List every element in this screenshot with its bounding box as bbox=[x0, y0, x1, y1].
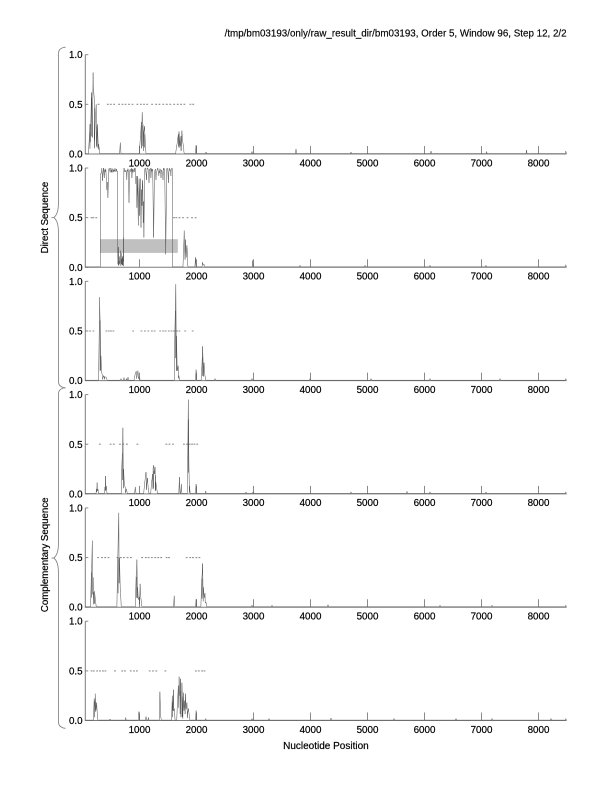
svg-text:1.0: 1.0 bbox=[69, 50, 83, 61]
svg-text:1000: 1000 bbox=[129, 725, 151, 736]
svg-text:4000: 4000 bbox=[300, 158, 322, 169]
svg-text:3000: 3000 bbox=[243, 612, 265, 623]
svg-text:4000: 4000 bbox=[300, 385, 322, 396]
svg-text:4000: 4000 bbox=[300, 725, 322, 736]
svg-text:3000: 3000 bbox=[243, 272, 265, 283]
svg-text:1.0: 1.0 bbox=[69, 390, 83, 401]
svg-text:1.0: 1.0 bbox=[69, 277, 83, 288]
svg-text:8000: 8000 bbox=[528, 612, 550, 623]
svg-text:1000: 1000 bbox=[129, 385, 151, 396]
svg-text:2000: 2000 bbox=[186, 725, 208, 736]
svg-text:3000: 3000 bbox=[243, 385, 265, 396]
svg-text:5000: 5000 bbox=[357, 498, 379, 509]
svg-text:1.0: 1.0 bbox=[69, 617, 83, 628]
svg-text:Nucleotide Position: Nucleotide Position bbox=[283, 741, 369, 752]
svg-text:0.5: 0.5 bbox=[69, 100, 83, 111]
svg-text:6000: 6000 bbox=[414, 612, 436, 623]
svg-text:0.0: 0.0 bbox=[69, 603, 83, 614]
svg-text:5000: 5000 bbox=[357, 272, 379, 283]
svg-text:1000: 1000 bbox=[129, 498, 151, 509]
svg-text:5000: 5000 bbox=[357, 612, 379, 623]
svg-text:1.0: 1.0 bbox=[69, 164, 83, 175]
svg-text:1000: 1000 bbox=[129, 272, 151, 283]
svg-text:0.0: 0.0 bbox=[69, 150, 83, 161]
svg-text:3000: 3000 bbox=[243, 498, 265, 509]
svg-text:8000: 8000 bbox=[528, 725, 550, 736]
svg-text:Direct Sequence: Direct Sequence bbox=[40, 182, 51, 254]
svg-text:2000: 2000 bbox=[186, 498, 208, 509]
svg-text:7000: 7000 bbox=[471, 385, 493, 396]
svg-text:0.5: 0.5 bbox=[69, 213, 83, 224]
svg-text:0.5: 0.5 bbox=[69, 440, 83, 451]
svg-text:0.0: 0.0 bbox=[69, 716, 83, 727]
svg-text:7000: 7000 bbox=[471, 158, 493, 169]
svg-text:6000: 6000 bbox=[414, 385, 436, 396]
svg-text:0.5: 0.5 bbox=[69, 327, 83, 338]
svg-text:0.5: 0.5 bbox=[69, 666, 83, 677]
svg-text:4000: 4000 bbox=[300, 272, 322, 283]
svg-text:8000: 8000 bbox=[528, 498, 550, 509]
svg-text:2000: 2000 bbox=[186, 612, 208, 623]
svg-text:8000: 8000 bbox=[528, 158, 550, 169]
svg-text:8000: 8000 bbox=[528, 385, 550, 396]
svg-text:0.0: 0.0 bbox=[69, 489, 83, 500]
svg-text:6000: 6000 bbox=[414, 158, 436, 169]
svg-text:7000: 7000 bbox=[471, 498, 493, 509]
svg-text:7000: 7000 bbox=[471, 272, 493, 283]
svg-text:Complementary Sequence: Complementary Sequence bbox=[40, 497, 51, 612]
svg-text:4000: 4000 bbox=[300, 612, 322, 623]
svg-text:2000: 2000 bbox=[186, 272, 208, 283]
svg-text:/tmp/bm03193/only/raw_result_d: /tmp/bm03193/only/raw_result_dir/bm03193… bbox=[225, 28, 567, 39]
svg-text:2000: 2000 bbox=[186, 158, 208, 169]
svg-text:6000: 6000 bbox=[414, 498, 436, 509]
svg-text:3000: 3000 bbox=[243, 158, 265, 169]
svg-text:5000: 5000 bbox=[357, 385, 379, 396]
svg-text:4000: 4000 bbox=[300, 498, 322, 509]
svg-text:6000: 6000 bbox=[414, 725, 436, 736]
svg-text:8000: 8000 bbox=[528, 272, 550, 283]
svg-text:0.5: 0.5 bbox=[69, 553, 83, 564]
svg-text:0.0: 0.0 bbox=[69, 376, 83, 387]
svg-text:7000: 7000 bbox=[471, 725, 493, 736]
svg-text:2000: 2000 bbox=[186, 385, 208, 396]
svg-text:7000: 7000 bbox=[471, 612, 493, 623]
svg-text:1000: 1000 bbox=[129, 612, 151, 623]
svg-text:0.0: 0.0 bbox=[69, 263, 83, 274]
svg-text:3000: 3000 bbox=[243, 725, 265, 736]
svg-text:1000: 1000 bbox=[129, 158, 151, 169]
svg-text:6000: 6000 bbox=[414, 272, 436, 283]
svg-text:5000: 5000 bbox=[357, 158, 379, 169]
svg-text:1.0: 1.0 bbox=[69, 503, 83, 514]
svg-text:5000: 5000 bbox=[357, 725, 379, 736]
